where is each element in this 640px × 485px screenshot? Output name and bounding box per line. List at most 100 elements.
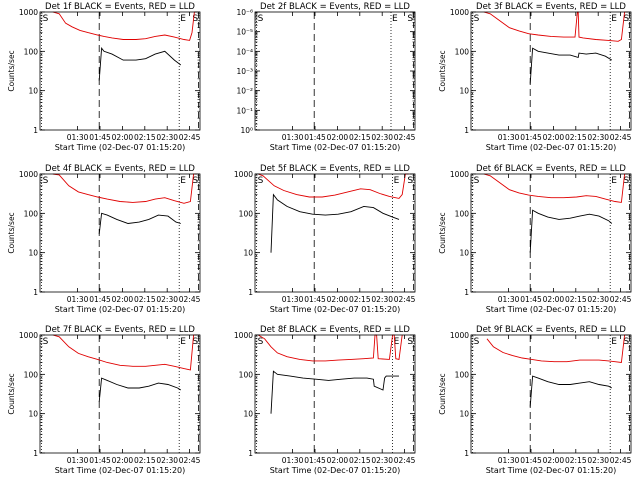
x-tick-label: 01:30: [67, 456, 89, 465]
y-tick-label: 1: [33, 126, 38, 135]
x-tick-label: 02:30: [156, 295, 178, 304]
plot-frame: [254, 334, 416, 454]
x-tick-label: 01:45: [520, 295, 542, 304]
x-tick-label: 02:45: [610, 456, 632, 465]
y-tick-label: 10: [243, 410, 253, 419]
x-tick-label: 01:30: [67, 133, 89, 142]
y-tick-label: 1: [464, 449, 469, 458]
y-tick-label: 1: [33, 449, 38, 458]
chart-title: Det 5f BLACK = Events, RED = LLD: [260, 164, 410, 174]
plot-frame: [470, 173, 632, 293]
x-tick-label: 02:45: [394, 456, 416, 465]
marker-label-3: S: [623, 14, 629, 24]
x-tick-label: 02:30: [371, 456, 393, 465]
marker-label-1: S: [43, 337, 49, 347]
y-axis-label: Counts/sec: [7, 50, 16, 91]
x-tick-label: 02:15: [565, 133, 587, 142]
marker-label-1: S: [474, 337, 480, 347]
x-axis-label: Start Time (02-Dec-07 01:15:20): [270, 143, 401, 152]
x-tick-label: 02:30: [156, 133, 178, 142]
chart-title: Det 6f BLACK = Events, RED = LLD: [476, 164, 626, 174]
x-tick-label: 01:45: [89, 295, 111, 304]
plot-frame: [254, 11, 416, 131]
y-tick-label: 1: [464, 288, 469, 297]
series-lld-line: [52, 173, 197, 204]
plot-frame: [39, 11, 201, 131]
x-tick-label: 02:15: [565, 456, 587, 465]
x-tick-label: 02:30: [587, 295, 609, 304]
marker-label-2: E: [180, 14, 186, 24]
marker-label-1: S: [258, 176, 264, 186]
x-axis-label: Start Time (02-Dec-07 01:15:20): [55, 466, 186, 475]
x-tick-label: 02:15: [349, 295, 371, 304]
plot-frame: [254, 173, 416, 293]
marker-label-3: S: [407, 176, 413, 186]
y-tick-label: 10⁻⁴: [236, 47, 253, 56]
x-tick-label: 02:00: [112, 133, 134, 142]
series-events-line: [270, 193, 400, 253]
x-tick-label: 02:00: [327, 295, 349, 304]
x-tick-label: 01:30: [282, 133, 304, 142]
y-tick-label: 10: [459, 410, 469, 419]
y-tick-label: 1: [248, 449, 253, 458]
x-tick-label: 01:45: [304, 133, 326, 142]
marker-label-1: S: [474, 14, 480, 24]
marker-label-2: E: [180, 176, 186, 186]
y-axis-label: Counts/sec: [438, 212, 447, 253]
marker-label-2: E: [392, 14, 398, 24]
x-tick-label: 02:00: [543, 456, 565, 465]
chart-title: Det 1f BLACK = Events, RED = LLD: [45, 2, 195, 12]
x-tick-label: 02:45: [610, 133, 632, 142]
plot-frame: [39, 173, 201, 293]
series-events-line: [98, 46, 182, 81]
y-tick-label: 10⁻³: [236, 67, 253, 76]
y-tick-label: 10: [459, 87, 469, 96]
y-tick-label: 10: [459, 249, 469, 258]
x-tick-label: 02:45: [179, 133, 201, 142]
y-tick-label: 10⁻⁶: [236, 8, 253, 17]
marker-label-3: S: [623, 337, 629, 347]
marker-label-3: S: [192, 14, 198, 24]
x-tick-label: 01:30: [282, 295, 304, 304]
x-tick-label: 02:45: [179, 456, 201, 465]
chart-title: Det 4f BLACK = Events, RED = LLD: [45, 164, 195, 174]
y-tick-label: 1000: [234, 170, 253, 179]
y-tick-label: 1000: [450, 170, 469, 179]
x-axis-label: Start Time (02-Dec-07 01:15:20): [486, 305, 617, 314]
x-tick-label: 02:15: [134, 295, 156, 304]
series-events-line: [270, 370, 399, 414]
y-tick-label: 10⁰: [240, 126, 253, 135]
series-events-line: [529, 209, 613, 253]
chart-title: Det 7f BLACK = Events, RED = LLD: [45, 325, 195, 335]
series-lld-line: [258, 173, 409, 199]
y-tick-label: 1000: [19, 170, 38, 179]
marker-label-3: S: [623, 176, 629, 186]
series-lld-line: [483, 173, 628, 203]
y-tick-label: 1: [33, 288, 38, 297]
series-lld-line: [483, 11, 628, 42]
series-events-line: [529, 375, 613, 407]
x-tick-label: 01:45: [304, 456, 326, 465]
x-tick-label: 02:00: [112, 295, 134, 304]
x-tick-label: 01:30: [498, 456, 520, 465]
series-lld-line: [52, 11, 197, 41]
chart-title: Det 9f BLACK = Events, RED = LLD: [476, 325, 626, 335]
series-lld-line: [486, 334, 628, 364]
y-tick-label: 10: [28, 249, 38, 258]
x-tick-label: 01:30: [498, 133, 520, 142]
x-tick-label: 02:30: [371, 133, 393, 142]
chart-title: Det 2f BLACK = Events, RED = LLD: [260, 2, 410, 12]
y-tick-label: 10⁻¹: [236, 106, 253, 115]
x-tick-label: 02:15: [349, 456, 371, 465]
marker-label-3: S: [192, 176, 198, 186]
marker-label-2: E: [611, 14, 617, 24]
x-tick-label: 02:00: [112, 456, 134, 465]
x-axis-label: Start Time (02-Dec-07 01:15:20): [270, 305, 401, 314]
y-tick-label: 1000: [234, 331, 253, 340]
x-axis-label: Start Time (02-Dec-07 01:15:20): [486, 466, 617, 475]
y-axis-label: Counts/sec: [7, 373, 16, 414]
